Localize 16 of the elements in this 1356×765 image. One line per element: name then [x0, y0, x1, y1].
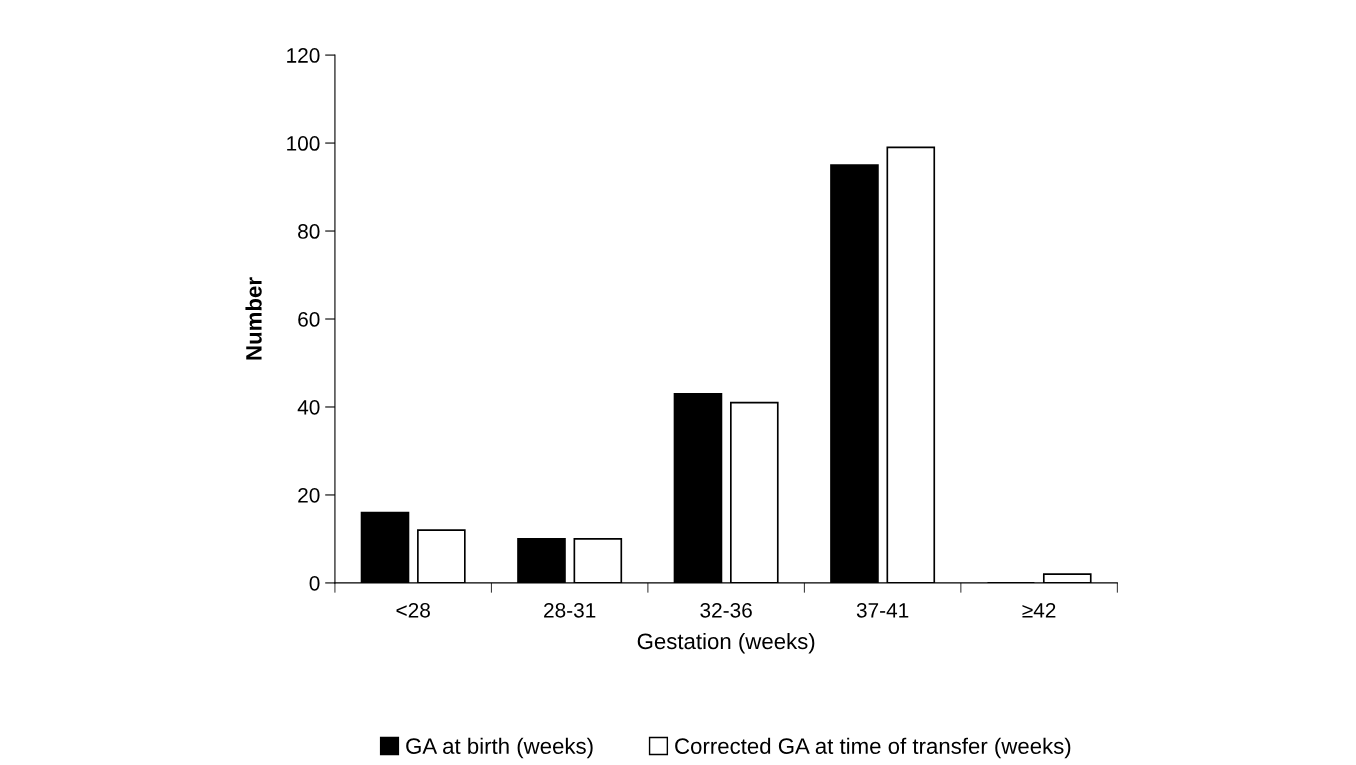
x-axis-title: Gestation (weeks) — [637, 632, 815, 654]
y-tick-label: 20 — [298, 487, 320, 503]
x-tick-label: <28 — [396, 602, 430, 618]
y-axis-title: Number — [245, 277, 262, 360]
x-tick-label: ≥42 — [1022, 602, 1056, 618]
y-tick-label: 0 — [309, 575, 320, 591]
y-tick-label: 60 — [298, 312, 320, 327]
legend-label: Corrected GA at time of transfer (weeks) — [675, 737, 1071, 759]
y-tick-label: 100 — [287, 136, 320, 151]
x-tick-label: 32-36 — [700, 602, 752, 618]
x-tick-label: 37-41 — [856, 602, 909, 618]
legend-label: GA at birth (weeks) — [406, 737, 593, 759]
x-tick-label: 28-31 — [544, 602, 596, 618]
y-tick-label: 40 — [297, 399, 320, 415]
y-tick-label: 120 — [287, 48, 320, 63]
y-tick-label: 80 — [298, 224, 320, 239]
